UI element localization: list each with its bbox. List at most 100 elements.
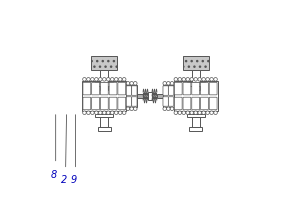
FancyBboxPatch shape xyxy=(209,97,217,110)
Circle shape xyxy=(163,82,166,85)
Circle shape xyxy=(114,78,118,81)
Circle shape xyxy=(99,78,102,81)
Circle shape xyxy=(110,111,114,114)
Circle shape xyxy=(83,78,86,81)
Bar xyxy=(148,92,152,100)
Circle shape xyxy=(202,111,206,114)
Circle shape xyxy=(198,78,201,81)
Bar xyxy=(157,94,163,98)
FancyBboxPatch shape xyxy=(174,97,182,110)
Text: 8: 8 xyxy=(50,170,57,180)
Circle shape xyxy=(202,78,206,81)
FancyBboxPatch shape xyxy=(132,86,137,95)
FancyBboxPatch shape xyxy=(100,82,108,95)
FancyBboxPatch shape xyxy=(109,82,117,95)
FancyBboxPatch shape xyxy=(209,82,217,95)
FancyBboxPatch shape xyxy=(200,82,208,95)
FancyBboxPatch shape xyxy=(100,97,108,110)
Circle shape xyxy=(94,111,98,114)
FancyBboxPatch shape xyxy=(168,86,174,95)
FancyBboxPatch shape xyxy=(192,97,200,110)
Circle shape xyxy=(190,78,194,81)
FancyBboxPatch shape xyxy=(118,82,126,95)
Text: 2: 2 xyxy=(61,175,67,185)
Circle shape xyxy=(106,111,110,114)
Bar xyxy=(98,127,111,131)
Bar xyxy=(187,82,205,86)
Circle shape xyxy=(134,82,137,85)
Circle shape xyxy=(174,78,178,81)
Circle shape xyxy=(210,78,213,81)
Circle shape xyxy=(186,111,190,114)
Circle shape xyxy=(91,78,94,81)
FancyBboxPatch shape xyxy=(168,97,174,106)
Circle shape xyxy=(103,78,106,81)
Circle shape xyxy=(198,111,201,114)
FancyBboxPatch shape xyxy=(92,97,100,110)
Circle shape xyxy=(130,107,134,111)
Bar xyxy=(100,117,108,127)
Circle shape xyxy=(167,82,170,85)
FancyBboxPatch shape xyxy=(109,97,117,110)
Circle shape xyxy=(83,111,86,114)
Circle shape xyxy=(87,111,90,114)
Circle shape xyxy=(174,111,178,114)
Circle shape xyxy=(106,78,110,81)
FancyBboxPatch shape xyxy=(163,97,168,106)
Circle shape xyxy=(214,78,217,81)
Circle shape xyxy=(122,111,126,114)
Circle shape xyxy=(206,78,209,81)
Circle shape xyxy=(126,107,130,111)
FancyBboxPatch shape xyxy=(192,82,200,95)
Bar xyxy=(189,127,202,131)
Bar xyxy=(100,111,108,114)
Bar xyxy=(95,114,113,117)
Circle shape xyxy=(122,78,126,81)
Circle shape xyxy=(87,78,90,81)
Circle shape xyxy=(91,111,94,114)
Bar xyxy=(183,56,208,70)
Circle shape xyxy=(210,111,213,114)
Circle shape xyxy=(114,111,118,114)
Bar xyxy=(137,94,143,98)
FancyBboxPatch shape xyxy=(200,97,208,110)
Bar xyxy=(192,86,200,90)
Bar xyxy=(187,114,205,117)
Circle shape xyxy=(134,107,137,111)
Circle shape xyxy=(99,111,102,114)
Bar xyxy=(95,82,113,86)
Circle shape xyxy=(94,78,98,81)
Circle shape xyxy=(167,107,170,111)
Circle shape xyxy=(194,111,197,114)
Circle shape xyxy=(170,107,174,111)
Text: 9: 9 xyxy=(70,175,77,185)
Bar xyxy=(100,86,108,90)
Circle shape xyxy=(178,111,181,114)
FancyBboxPatch shape xyxy=(83,97,91,110)
Circle shape xyxy=(130,82,134,85)
Bar xyxy=(100,70,108,82)
Circle shape xyxy=(194,78,197,81)
Circle shape xyxy=(110,78,114,81)
Circle shape xyxy=(178,78,181,81)
FancyBboxPatch shape xyxy=(118,97,126,110)
Circle shape xyxy=(182,78,186,81)
Circle shape xyxy=(103,111,106,114)
Bar xyxy=(192,117,200,127)
FancyBboxPatch shape xyxy=(92,82,100,95)
Circle shape xyxy=(206,111,209,114)
Circle shape xyxy=(126,82,130,85)
Circle shape xyxy=(214,111,217,114)
Circle shape xyxy=(182,111,186,114)
Bar xyxy=(192,111,200,114)
FancyBboxPatch shape xyxy=(126,86,132,95)
FancyBboxPatch shape xyxy=(83,82,91,95)
FancyBboxPatch shape xyxy=(183,97,191,110)
Circle shape xyxy=(163,107,166,111)
Circle shape xyxy=(118,78,122,81)
Bar xyxy=(192,70,200,82)
Circle shape xyxy=(186,78,190,81)
Bar xyxy=(126,85,137,107)
FancyBboxPatch shape xyxy=(132,97,137,106)
FancyBboxPatch shape xyxy=(163,86,168,95)
